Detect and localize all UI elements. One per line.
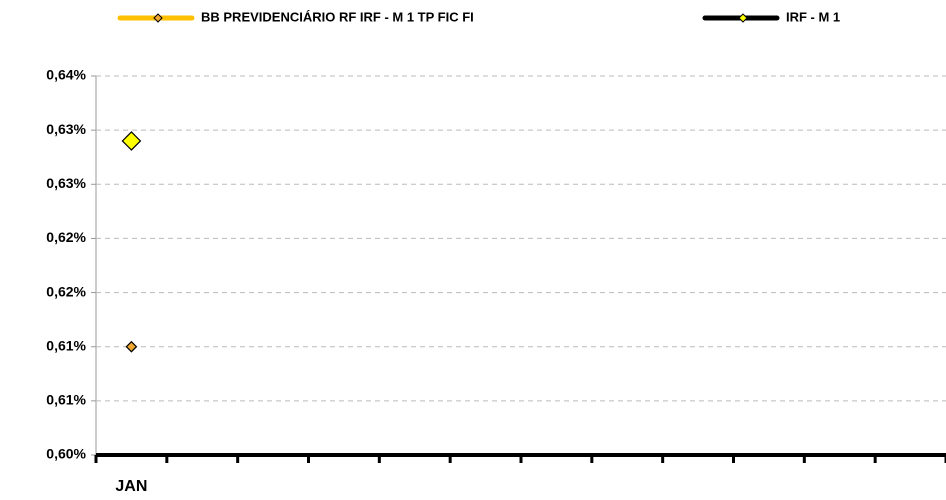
legend-marker — [738, 13, 748, 23]
legend-label: IRF - M 1 — [786, 9, 840, 24]
y-tick-label: 0,63% — [46, 175, 86, 191]
y-tick-label: 0,62% — [46, 229, 86, 245]
y-tick-label: 0,61% — [46, 392, 86, 408]
marker — [121, 131, 142, 151]
y-tick-label: 0,62% — [46, 283, 86, 299]
legend-label: BB PREVIDENCIÁRIO RF IRF - M 1 TP FIC FI — [201, 9, 474, 24]
x-tick-label: JAN — [115, 478, 147, 495]
y-tick-label: 0,63% — [46, 121, 86, 137]
y-tick-label: 0,61% — [46, 337, 86, 353]
marker — [125, 340, 138, 353]
legend-marker — [153, 13, 163, 23]
y-tick-label: 0,64% — [46, 67, 86, 83]
y-tick-label: 0,60% — [46, 446, 86, 462]
